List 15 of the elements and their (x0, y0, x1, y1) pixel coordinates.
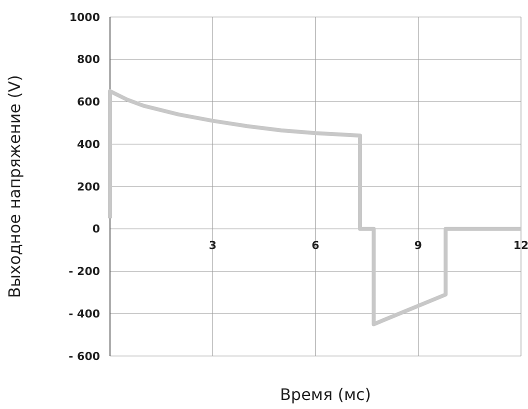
y-tick-label: - 600 (68, 350, 100, 363)
x-tick-label: 12 (513, 238, 528, 252)
y-tick-label: 1000 (69, 10, 100, 24)
x-tick-label: 9 (414, 238, 422, 252)
x-tick-label: 6 (312, 238, 320, 252)
y-tick-label: 600 (77, 96, 100, 109)
y-tick-label: 200 (77, 180, 100, 194)
y-tick-label: - 200 (68, 265, 100, 278)
x-axis-title: Время (мс) (280, 385, 372, 404)
y-tick-label: 0 (92, 222, 100, 236)
y-tick-label: - 400 (68, 307, 100, 320)
x-tick-label: 3 (208, 238, 217, 252)
y-tick-label: 800 (77, 53, 100, 66)
y-tick-label: 400 (77, 138, 100, 151)
y-axis-title: Выходное напряжение (V) (5, 74, 24, 298)
